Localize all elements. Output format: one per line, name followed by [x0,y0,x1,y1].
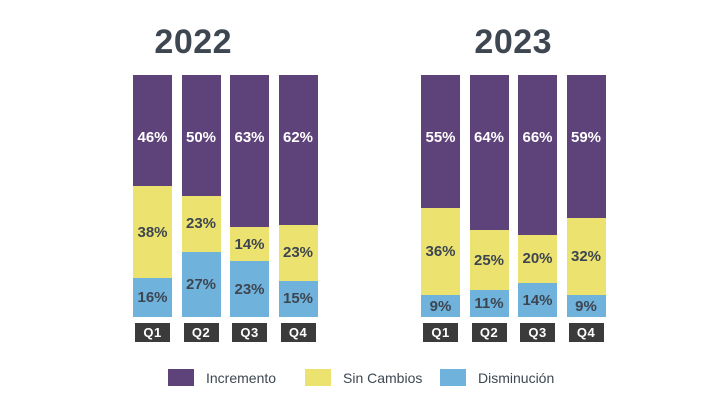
stacked-bar-q1: 46% 38% 16% [133,75,172,317]
chart-title-2023: 2023 [474,23,553,61]
value-label-sin-cambios: 23% [282,244,314,262]
segment-incremento: 55% [421,75,460,209]
legend-swatch-disminucion [440,369,466,386]
segment-sin-cambios: 36% [421,208,460,296]
segment-sin-cambios: 14% [230,227,269,262]
legend-item-incremento: Incremento [168,369,276,386]
value-label-sin-cambios: 20% [522,250,553,268]
value-label-sin-cambios: 38% [137,223,168,241]
segment-sin-cambios: 23% [181,196,221,252]
category-label-q4: Q4 [568,323,604,342]
legend-label-incremento: Incremento [206,369,277,386]
stacked-bar-q3: 66% 20% 14% [518,75,557,317]
stacked-bar-q1: 55% 36% 9% [421,75,460,317]
segment-incremento: 63% [230,75,269,228]
bar-column-q3: 63% 14% 23% Q3 [230,75,269,342]
segment-disminucion: 27% [181,251,221,317]
value-label-disminucion: 14% [522,291,553,309]
legend-item-sin-cambios: Sin Cambios [305,369,422,386]
value-label-disminucion: 27% [185,275,217,293]
value-label-disminucion: 9% [575,297,597,315]
segment-disminucion: 15% [278,280,318,317]
value-label-sin-cambios: 25% [473,251,505,269]
segment-disminucion: 16% [133,278,172,317]
stacked-bar-q2: 64% 25% 11% [469,75,509,317]
segment-incremento: 62% [278,75,318,225]
bar-column-q1: 55% 36% 9% Q1 [421,75,460,342]
segment-incremento: 64% [469,75,509,230]
category-label-q3: Q3 [232,323,267,342]
value-label-sin-cambios: 23% [185,215,217,233]
value-label-incremento: 66% [522,129,553,146]
legend-swatch-sin-cambios [305,369,331,386]
value-label-disminucion: 16% [137,289,168,307]
legend-swatch-incremento [168,369,194,386]
stacked-bar-q3: 63% 14% 23% [230,75,269,317]
segment-disminucion: 14% [518,283,557,317]
value-label-disminucion: 9% [429,297,452,315]
bar-column-q1: 46% 38% 16% Q1 [133,75,172,342]
segment-disminucion: 9% [566,295,606,317]
stacked-bar-q2: 50% 23% 27% [181,75,221,317]
bar-column-q3: 66% 20% 14% Q3 [518,75,557,342]
legend-label-sin-cambios: Sin Cambios [343,369,423,386]
segment-disminucion: 23% [230,261,269,317]
segment-sin-cambios: 23% [278,225,318,281]
segment-incremento: 66% [518,75,557,235]
stacked-bar-q4: 62% 23% 15% [278,75,318,317]
bar-column-q2: 64% 25% 11% Q2 [469,75,509,342]
chart-2022: 2022 46% 38% 16% Q1 50% 23% 27% Q2 63% 14% 23% Q3 62… [133,25,318,342]
value-label-incremento: 50% [185,129,217,146]
bars-2022: 46% 38% 16% Q1 50% 23% 27% Q2 63% 14% 23% Q3 62% 23% 1… [133,75,318,342]
category-label-q2: Q2 [183,323,219,342]
segment-sin-cambios: 25% [469,229,509,291]
category-label-q2: Q2 [471,323,507,342]
bar-column-q4: 62% 23% 15% Q4 [278,75,318,342]
stacked-bar-q4: 59% 32% 9% [566,75,606,317]
segment-incremento: 50% [181,75,221,196]
category-label-q3: Q3 [520,323,555,342]
segment-incremento: 59% [566,75,606,218]
value-label-disminucion: 23% [234,280,265,298]
value-label-disminucion: 15% [282,290,314,308]
segment-disminucion: 11% [469,290,509,317]
category-label-q4: Q4 [280,323,316,342]
chart-2023: 2023 55% 36% 9% Q1 64% 25% 11% Q2 66% 20% 14% Q3 59%… [421,25,606,342]
value-label-incremento: 64% [473,129,505,146]
bar-column-q2: 50% 23% 27% Q2 [181,75,221,342]
segment-sin-cambios: 20% [518,234,557,284]
value-label-incremento: 62% [282,129,314,146]
bars-2023: 55% 36% 9% Q1 64% 25% 11% Q2 66% 20% 14% Q3 59% 32% 9%… [421,75,606,342]
bar-column-q4: 59% 32% 9% Q4 [566,75,606,342]
value-label-incremento: 46% [137,129,168,146]
value-label-sin-cambios: 14% [234,235,265,253]
value-label-sin-cambios: 32% [570,247,602,265]
segment-disminucion: 9% [421,295,460,317]
value-label-sin-cambios: 36% [425,243,456,261]
value-label-incremento: 55% [425,129,456,146]
value-label-incremento: 59% [570,129,602,146]
value-label-incremento: 63% [234,129,265,146]
value-label-disminucion: 11% [474,295,504,313]
segment-sin-cambios: 32% [566,217,606,296]
segment-incremento: 46% [133,75,172,187]
category-label-q1: Q1 [135,323,170,342]
category-label-q1: Q1 [423,323,458,342]
segment-sin-cambios: 38% [133,186,172,279]
chart-title-2022: 2022 [154,23,233,61]
legend-label-disminucion: Disminución [478,369,555,386]
legend-item-disminucion: Disminución [440,369,554,386]
